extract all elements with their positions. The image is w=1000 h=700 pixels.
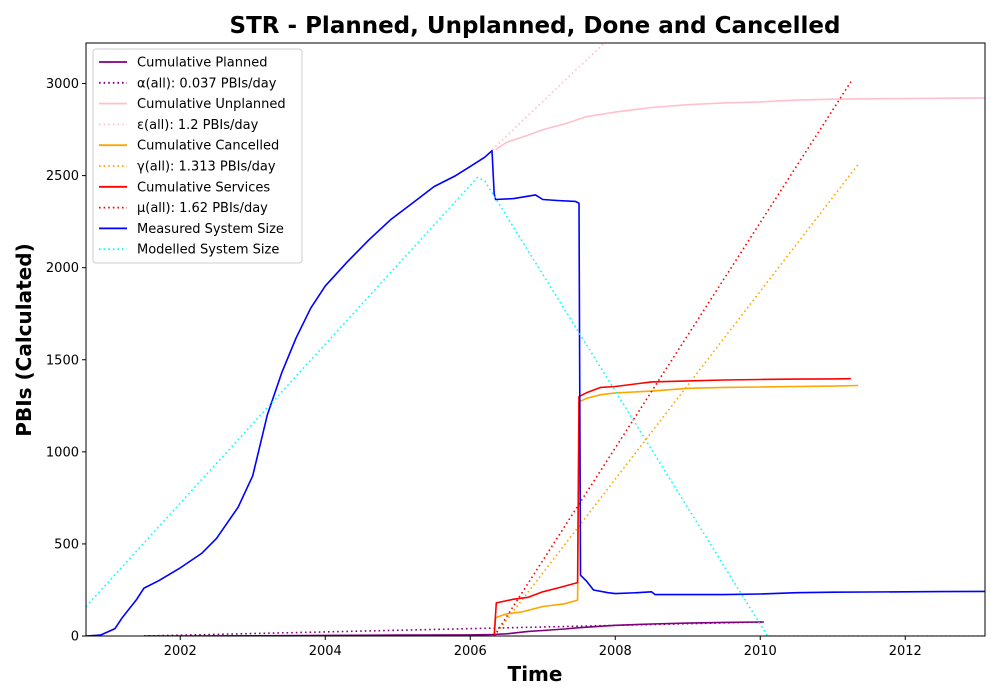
- legend: Cumulative Planned α(all): 0.037 PBIs/day…: [92, 48, 303, 264]
- series-line-4: [493, 384, 859, 636]
- x-tick-label: 2002: [164, 644, 197, 659]
- y-tick-label: 2000: [46, 261, 79, 276]
- y-tick-label: 1000: [46, 445, 79, 460]
- legend-label-7: μ(all): 1.62 PBIs/day: [137, 201, 268, 216]
- legend-label-5: γ(all): 1.313 PBIs/day: [137, 160, 276, 175]
- y-tick-label: 0: [71, 630, 79, 645]
- legend-label-3: ε(all): 1.2 PBIs/day: [137, 118, 259, 133]
- legend-label-6: Cumulative Services: [137, 180, 270, 195]
- legend-label-9: Modelled System Size: [137, 243, 279, 258]
- series-line-1: [143, 621, 764, 636]
- x-axis-label: Time: [508, 662, 563, 686]
- series-line-6: [493, 377, 851, 636]
- chart-title: STR - Planned, Unplanned, Done and Cance…: [230, 13, 841, 39]
- y-axis-label: PBIs (Calculated): [12, 243, 36, 436]
- x-tick-label: 2010: [744, 644, 777, 659]
- x-axis-ticks: 2002 2004 2006 2008 2010 2012: [164, 636, 922, 659]
- y-tick-label: 2500: [46, 169, 79, 184]
- series-line-2: [495, 97, 985, 151]
- legend-label-0: Cumulative Planned: [137, 56, 267, 71]
- series-line-8: [86, 149, 985, 636]
- plot-area: [85, 42, 986, 637]
- series-line-7: [493, 81, 852, 636]
- series-line-5: [493, 164, 859, 636]
- y-tick-label: 500: [54, 537, 79, 552]
- x-tick-label: 2006: [454, 644, 487, 659]
- x-tick-label: 2012: [889, 644, 922, 659]
- plot-frame: [85, 42, 986, 637]
- y-tick-label: 3000: [46, 77, 79, 92]
- x-tick-label: 2008: [599, 644, 632, 659]
- series-layer: [86, 43, 985, 636]
- legend-label-8: Measured System Size: [137, 222, 284, 237]
- legend-box: [92, 48, 303, 264]
- legend-label-2: Cumulative Unplanned: [137, 97, 286, 112]
- series-line-0: [144, 621, 764, 636]
- y-axis-ticks: 0 500 1000 1500 2000 2500 3000: [46, 77, 86, 645]
- legend-label-4: Cumulative Cancelled: [137, 139, 279, 154]
- series-line-9: [86, 176, 985, 636]
- legend-label-1: α(all): 0.037 PBIs/day: [137, 76, 277, 91]
- series-line-3: [491, 43, 605, 151]
- x-tick-label: 2004: [309, 644, 342, 659]
- y-tick-label: 1500: [46, 353, 79, 368]
